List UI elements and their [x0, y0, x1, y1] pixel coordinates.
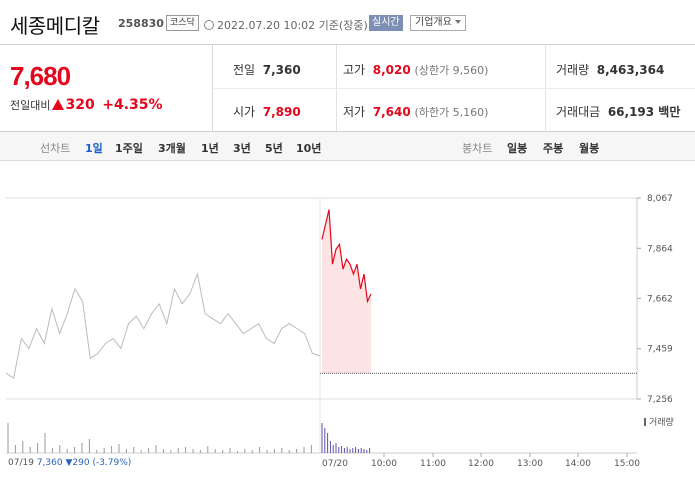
amount-label: 거래대금	[556, 105, 601, 119]
line-chart-label: 선차트	[40, 142, 71, 155]
y-tick-label: 8,067	[647, 194, 673, 204]
prev-day-info: 07/19 7,360 ▼290 (-3.79%)	[8, 458, 131, 468]
volume-value: 8,463,364	[596, 63, 665, 77]
prev-close-value: 7,360	[262, 63, 301, 77]
caret-down-icon	[454, 20, 461, 24]
tab-10year[interactable]: 10년	[296, 142, 322, 155]
upper-limit: (상한가 9,560)	[414, 64, 489, 77]
price-chart: 8,067 7,864 7,662 7,459 7,256 거래량 07/20 10:00 11…	[0, 161, 695, 481]
tab-5year[interactable]: 5년	[265, 142, 283, 155]
prev-day-line	[5, 272, 321, 380]
timestamp: 2022.07.20 10:02 기준(장중)	[204, 17, 368, 33]
y-tick-label: 7,864	[647, 244, 673, 254]
low-value: 7,640	[372, 105, 411, 119]
realtime-button[interactable]: 실시간	[369, 15, 403, 31]
volume-legend-marker	[644, 418, 646, 426]
change-percent: +4.35%	[102, 97, 163, 113]
volume-label: 거래량	[556, 63, 590, 77]
company-info-label: 기업개요	[415, 17, 452, 28]
tab-daily-candle[interactable]: 일봉	[507, 142, 528, 155]
price-change: 전일대비 320 +4.35%	[10, 97, 163, 113]
candle-chart-label: 봉차트	[462, 142, 493, 155]
volume: 거래량 8,463,364	[556, 61, 664, 78]
company-info-dropdown[interactable]: 기업개요	[410, 15, 466, 31]
timestamp-text: 2022.07.20 10:02 기준(장중)	[217, 19, 368, 32]
stock-header: 세종메디칼 258830 코스닥 2022.07.20 10:02 기준(장중)…	[0, 0, 695, 44]
high-value: 8,020	[372, 63, 411, 77]
x-tick-label: 14:00	[565, 459, 591, 469]
low-label: 저가	[343, 105, 366, 119]
quote-panel: 7,680 전일대비 320 +4.35% 전일 7,360 고가 8,020 (…	[0, 44, 695, 132]
prev-close-label: 전일	[233, 63, 256, 77]
y-tick-label: 7,662	[647, 294, 673, 304]
tab-3year[interactable]: 3년	[233, 142, 251, 155]
change-label: 전일대비	[10, 99, 51, 112]
lower-limit: (하한가 5,160)	[414, 106, 489, 119]
chart-period-tabs: 선차트 1일 1주일 3개월 1년 3년 5년 10년 봉차트 일봉 주봉 월봉	[0, 132, 695, 161]
open-label: 시가	[233, 105, 256, 119]
change-amount: 320	[65, 97, 95, 113]
low-price: 저가 7,640 (하한가 5,160)	[343, 103, 488, 120]
tab-weekly-candle[interactable]: 주봉	[543, 142, 564, 155]
high-price: 고가 8,020 (상한가 9,560)	[343, 61, 488, 78]
chart-canvas: 8,067 7,864 7,662 7,459 7,256 거래량 07/20 10:00 11…	[5, 194, 674, 469]
stock-name: 세종메디칼	[10, 14, 100, 38]
up-triangle-icon	[52, 99, 65, 110]
amount-value: 66,193 백만	[607, 105, 681, 119]
prev-day-pct: (-3.79%)	[92, 458, 132, 468]
volume-label: 거래량	[649, 416, 674, 428]
y-tick-label: 7,256	[647, 395, 673, 405]
tab-1day[interactable]: 1일	[85, 142, 103, 155]
market-badge: 코스닥	[166, 15, 199, 31]
today-area	[322, 209, 371, 374]
stock-code: 258830	[118, 17, 164, 30]
x-tick-label: 11:00	[420, 459, 446, 469]
prev-day-date: 07/19	[8, 458, 34, 468]
high-label: 고가	[343, 63, 366, 77]
down-triangle-icon: ▼	[65, 458, 73, 468]
prev-day-close: 7,360	[36, 458, 63, 468]
x-tick-label: 10:00	[371, 459, 397, 469]
tab-monthly-candle[interactable]: 월봉	[579, 142, 600, 155]
divider	[214, 88, 695, 89]
trade-amount: 거래대금 66,193 백만	[556, 103, 680, 120]
x-tick-label: 07/20	[322, 459, 348, 469]
x-tick-label: 13:00	[517, 459, 543, 469]
y-tick-label: 7,459	[647, 345, 673, 355]
tab-3month[interactable]: 3개월	[158, 142, 186, 155]
open-value: 7,890	[262, 105, 301, 119]
tab-1week[interactable]: 1주일	[115, 142, 143, 155]
current-price-panel: 7,680 전일대비 320 +4.35%	[0, 45, 213, 131]
clock-icon	[204, 20, 214, 30]
open-price: 시가 7,890	[233, 103, 301, 120]
tab-1year[interactable]: 1년	[201, 142, 219, 155]
current-price: 7,680	[10, 61, 71, 91]
today-line	[321, 209, 372, 304]
x-tick-label: 12:00	[468, 459, 494, 469]
prev-close: 전일 7,360	[233, 61, 301, 78]
x-tick-label: 15:00	[614, 459, 640, 469]
prev-day-change: 290	[72, 458, 90, 468]
